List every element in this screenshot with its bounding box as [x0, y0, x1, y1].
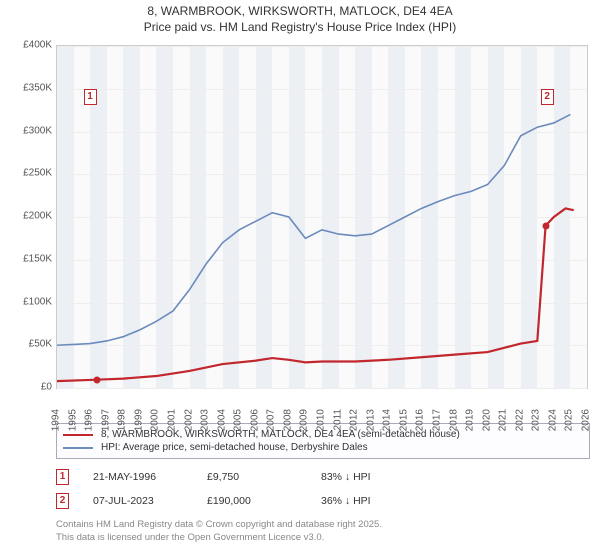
- table-row: 1 21-MAY-1996 £9,750 83% ↓ HPI: [56, 465, 590, 489]
- legend-label: HPI: Average price, semi-detached house,…: [101, 442, 368, 453]
- legend-swatch: [63, 434, 93, 436]
- x-tick-label: 2006: [249, 409, 260, 431]
- row-price: £9,750: [207, 471, 297, 483]
- x-tick-label: 2013: [365, 409, 376, 431]
- row-marker: 2: [56, 493, 69, 509]
- x-tick-label: 1995: [67, 409, 78, 431]
- title-line-2: Price paid vs. HM Land Registry's House …: [0, 20, 600, 36]
- x-tick-label: 2015: [398, 409, 409, 431]
- x-tick-label: 1998: [117, 409, 128, 431]
- series-hpi: [57, 115, 570, 346]
- x-tick-label: 2024: [547, 409, 558, 431]
- x-tick-label: 2007: [266, 409, 277, 431]
- footer-line: This data is licensed under the Open Gov…: [56, 532, 590, 544]
- y-tick-label: £400K: [23, 40, 52, 51]
- x-tick-label: 2026: [581, 409, 592, 431]
- x-tick-label: 2003: [200, 409, 211, 431]
- footer-line: Contains HM Land Registry data © Crown c…: [56, 519, 590, 531]
- x-tick-label: 1999: [133, 409, 144, 431]
- row-marker: 1: [56, 469, 69, 485]
- callout-marker: 1: [84, 89, 97, 105]
- footer-attribution: Contains HM Land Registry data © Crown c…: [56, 519, 590, 544]
- transactions-table: 1 21-MAY-1996 £9,750 83% ↓ HPI 2 07-JUL-…: [56, 465, 590, 513]
- x-tick-label: 2014: [382, 409, 393, 431]
- x-tick-label: 2002: [183, 409, 194, 431]
- chart-area: 12 £0£50K£100K£150K£200K£250K£300K£350K£…: [8, 41, 592, 417]
- plot-region: 12: [56, 45, 588, 389]
- chart-title-block: 8, WARMBROOK, WIRKSWORTH, MATLOCK, DE4 4…: [0, 0, 600, 37]
- legend-swatch: [63, 447, 93, 449]
- row-delta: 83% ↓ HPI: [321, 471, 411, 483]
- callout-marker: 2: [541, 89, 554, 105]
- y-tick-label: £50K: [29, 339, 52, 350]
- y-tick-label: £250K: [23, 168, 52, 179]
- row-date: 07-JUL-2023: [93, 495, 183, 507]
- x-tick-label: 2008: [282, 409, 293, 431]
- y-tick-label: £100K: [23, 296, 52, 307]
- x-tick-label: 2004: [216, 409, 227, 431]
- x-tick-label: 2021: [498, 409, 509, 431]
- x-tick-label: 2000: [150, 409, 161, 431]
- x-tick-label: 1997: [100, 409, 111, 431]
- series-price_paid: [57, 209, 574, 382]
- y-tick-label: £300K: [23, 125, 52, 136]
- title-line-1: 8, WARMBROOK, WIRKSWORTH, MATLOCK, DE4 4…: [0, 4, 600, 20]
- x-tick-label: 2020: [481, 409, 492, 431]
- y-tick-label: £150K: [23, 253, 52, 264]
- x-tick-label: 1996: [84, 409, 95, 431]
- row-delta: 36% ↓ HPI: [321, 495, 411, 507]
- x-tick-label: 2010: [316, 409, 327, 431]
- row-price: £190,000: [207, 495, 297, 507]
- x-tick-label: 2023: [531, 409, 542, 431]
- x-tick-label: 1994: [51, 409, 62, 431]
- x-tick-label: 2009: [299, 409, 310, 431]
- legend-item: HPI: Average price, semi-detached house,…: [63, 441, 583, 454]
- table-row: 2 07-JUL-2023 £190,000 36% ↓ HPI: [56, 489, 590, 513]
- x-tick-label: 2019: [465, 409, 476, 431]
- x-tick-label: 2018: [448, 409, 459, 431]
- x-tick-label: 2001: [166, 409, 177, 431]
- price-marker: [93, 376, 100, 383]
- x-tick-label: 2005: [233, 409, 244, 431]
- x-tick-label: 2016: [415, 409, 426, 431]
- row-date: 21-MAY-1996: [93, 471, 183, 483]
- x-tick-label: 2017: [431, 409, 442, 431]
- x-tick-label: 2025: [564, 409, 575, 431]
- series-svg: [57, 46, 587, 388]
- x-tick-label: 2011: [332, 409, 343, 431]
- price-marker: [542, 222, 549, 229]
- y-tick-label: £0: [41, 382, 52, 393]
- y-tick-label: £350K: [23, 82, 52, 93]
- x-tick-label: 2022: [514, 409, 525, 431]
- x-tick-label: 2012: [349, 409, 360, 431]
- y-tick-label: £200K: [23, 211, 52, 222]
